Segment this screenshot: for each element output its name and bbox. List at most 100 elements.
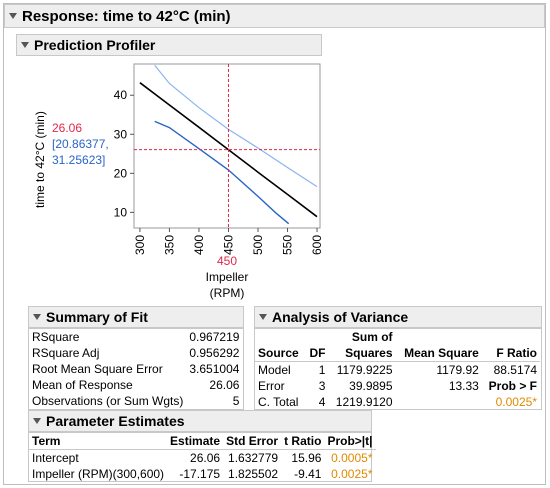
col-header-estimate: Estimate	[167, 433, 224, 450]
y-axis-ticks: 40 30 20 10	[114, 88, 134, 219]
estimate-cell: -17.175	[179, 467, 221, 481]
y-axis-label: time to 42°C (min)	[33, 111, 47, 208]
term-cell: Intercept	[32, 451, 79, 465]
table-row: Model 1 1179.9225 1179.92 88.5174	[255, 362, 540, 379]
plot-frame	[133, 63, 321, 229]
x-tick-label: 350	[162, 235, 176, 255]
row-value: 26.06	[209, 378, 240, 392]
table-row: Observations (or Sum Wgts) 5	[29, 393, 242, 409]
summary-of-fit-header[interactable]: Summary of Fit	[28, 306, 244, 328]
t-ratio-cell: -9.41	[294, 467, 322, 481]
summary-of-fit-table: RSquare 0.967219 RSquare Adj 0.956292 Root…	[29, 329, 242, 409]
parameter-estimates-title: Parameter Estimates	[46, 413, 185, 429]
t-ratio-cell: 15.96	[291, 451, 322, 465]
y-tick-label: 40	[114, 88, 128, 102]
row-label: Mean of Response	[32, 378, 133, 392]
y-tick-label: 30	[114, 127, 128, 141]
row-label: RSquare Adj	[32, 346, 100, 360]
summary-of-fit-title: Summary of Fit	[46, 309, 148, 325]
profiler-outline-header[interactable]: Prediction Profiler	[16, 34, 322, 56]
y-tick-label: 20	[114, 166, 128, 180]
source-cell: Model	[258, 363, 291, 377]
col-header-source: Source	[255, 345, 305, 362]
col-header-prob: Prob>|t|	[324, 433, 376, 450]
estimate-cell: 26.06	[190, 451, 221, 465]
prob-f-value: 0.0025*	[495, 395, 537, 409]
source-cell: Error	[258, 379, 285, 393]
x-current-value[interactable]: 450	[216, 254, 238, 268]
ms-cell: 1179.92	[436, 363, 479, 377]
row-value: 0.967219	[189, 330, 240, 344]
prob-cell: 0.0005*	[331, 451, 373, 465]
response-outline-header[interactable]: Response: time to 42°C (min)	[4, 4, 545, 28]
ms-cell: 13.33	[448, 379, 479, 393]
table-row: Root Mean Square Error 3.651004	[29, 361, 242, 377]
col-header-f: F Ratio	[481, 345, 540, 362]
response-title: Response: time to 42°C (min)	[22, 7, 231, 25]
ss-cell: 1179.9225	[336, 363, 393, 377]
f-cell: 88.5174	[493, 363, 537, 377]
anova-title: Analysis of Variance	[272, 309, 409, 325]
std-error-cell: 1.632779	[228, 451, 279, 465]
x-tick-label: 600	[310, 235, 324, 255]
table-row: Error 3 39.9895 13.33 Prob > F	[255, 378, 540, 394]
x-tick-label: 450	[221, 235, 235, 255]
x-tick-label: 400	[192, 235, 206, 255]
x-axis-label-line1: Impeller	[205, 270, 249, 284]
row-value: 5	[232, 394, 240, 408]
col-header-df: DF	[304, 345, 329, 362]
df-cell: 3	[318, 379, 326, 393]
ss-cell: 39.9895	[349, 379, 393, 393]
anova-table-frame	[254, 328, 542, 410]
y-tick-label: 10	[114, 205, 128, 219]
table-row: RSquare 0.967219	[29, 329, 242, 345]
df-cell: 4	[318, 395, 326, 409]
x-tick-label: 500	[251, 235, 265, 255]
disclosure-triangle-icon[interactable]	[21, 42, 29, 48]
ss-cell: 1219.9120	[335, 395, 393, 409]
x-tick-label: 300	[133, 235, 147, 255]
anova-table: Sum of Source DF Squares Mean Square F R…	[255, 329, 540, 410]
std-error-cell: 1.825502	[228, 467, 279, 481]
parameter-estimates-table-frame	[28, 432, 372, 482]
x-tick-label: 550	[281, 235, 295, 255]
disclosure-triangle-icon[interactable]	[259, 314, 267, 320]
disclosure-triangle-icon[interactable]	[33, 418, 41, 424]
prob-cell: 0.0025*	[331, 467, 373, 481]
term-cell: Impeller (RPM)(300,600)	[32, 467, 165, 481]
report-frame: Response: time to 42°C (min) Prediction …	[3, 3, 546, 485]
ms-cell	[396, 394, 482, 410]
table-row: Mean of Response 26.06	[29, 377, 242, 393]
table-row: Intercept 26.06 1.632779 15.96 0.0005*	[29, 450, 376, 467]
row-label: RSquare	[32, 330, 80, 344]
row-value: 0.956292	[189, 346, 240, 360]
col-header-term: Term	[29, 433, 168, 450]
parameter-estimates-header[interactable]: Parameter Estimates	[28, 410, 372, 432]
col-header-ss: Squares	[328, 345, 396, 362]
col-header-ss: Sum of	[351, 330, 393, 344]
row-value: 3.651004	[189, 362, 240, 376]
ci-lower-text: [20.86377,	[52, 137, 109, 151]
table-header-row: Sum of	[255, 329, 540, 345]
col-header-ms: Mean Square	[395, 345, 482, 362]
prediction-profiler-plot: time to 42°C (min) 40 30 20 10 300 350 400 450…	[33, 63, 324, 255]
table-header-row: Term Estimate Std Error t Ratio Prob>|t|	[29, 433, 376, 450]
table-header-row: Source DF Squares Mean Square F Ratio	[255, 345, 540, 362]
profiler-title: Prediction Profiler	[34, 37, 156, 53]
predicted-value: 26.06	[52, 121, 83, 135]
prob-f-label: Prob > F	[488, 379, 537, 393]
source-cell: C. Total	[258, 395, 299, 409]
col-header-t-ratio: t Ratio	[281, 433, 325, 450]
anova-header[interactable]: Analysis of Variance	[254, 306, 542, 328]
disclosure-triangle-icon[interactable]	[9, 13, 17, 19]
table-row: C. Total 4 1219.9120 0.0025*	[255, 394, 540, 410]
df-cell: 1	[318, 363, 326, 377]
table-row: RSquare Adj 0.956292	[29, 345, 242, 361]
summary-of-fit-table-frame	[28, 328, 244, 410]
x-axis-ticks: 300 350 400 450 500 550 600	[133, 228, 324, 255]
parameter-estimates-table: Term Estimate Std Error t Ratio Prob>|t|…	[29, 433, 376, 482]
x-axis-label-line2: (RPM)	[209, 286, 245, 300]
row-label: Root Mean Square Error	[32, 362, 163, 376]
disclosure-triangle-icon[interactable]	[33, 314, 41, 320]
col-header-std-error: Std Error	[223, 433, 282, 450]
